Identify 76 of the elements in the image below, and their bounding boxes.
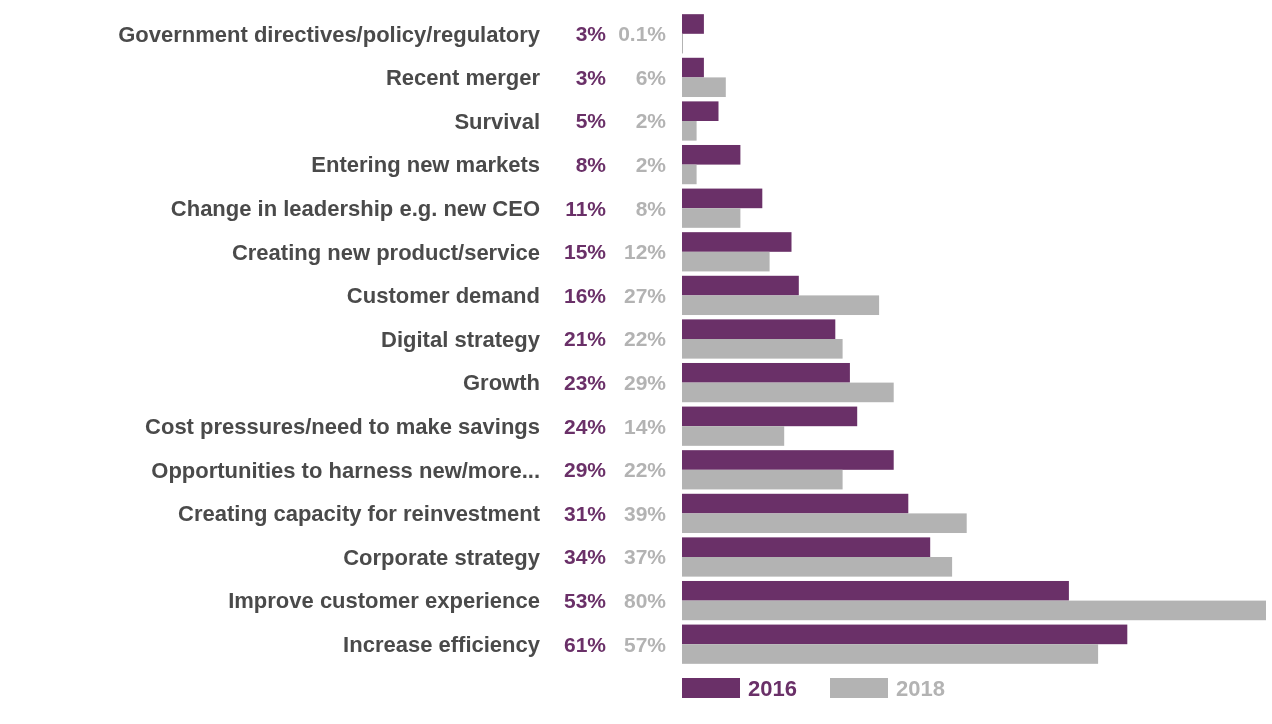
bar [682,600,1266,621]
bar [682,339,843,359]
data-label: 24% [563,414,607,438]
data-label: 6% [635,65,667,89]
data-label: 8% [575,152,607,176]
bar [682,426,785,446]
data-label: 22% [623,458,667,482]
y-tick-label: Customer demand [346,283,540,309]
bar [682,406,858,427]
data-label: 3% [575,65,607,89]
data-label: 37% [623,545,667,569]
bar [682,14,704,34]
y-tick-label: Increase efficiency [343,631,541,657]
data-label: 31% [563,501,607,525]
y-tick-label: Digital strategy [381,326,541,352]
legend-label: 2016 [748,675,797,701]
data-label: 0.1% [618,22,667,46]
data-label: 53% [563,588,607,612]
y-tick-label: Recent merger [385,65,541,91]
data-label: 39% [623,501,667,525]
bar [682,121,697,141]
bar [682,493,909,514]
bar [682,382,894,403]
y-tick-label: Creating new product/service [231,239,540,265]
data-label: 8% [635,196,667,220]
data-label: 15% [563,240,607,264]
data-label: 11% [565,196,607,220]
y-tick-label: Improve customer experience [228,588,540,614]
y-tick-label: Growth [463,370,540,396]
y-tick-label: Change in leadership e.g. new CEO [170,195,540,221]
bar [682,580,1069,601]
bar [682,164,697,185]
y-tick-label: Entering new markets [311,152,540,178]
y-tick-label: Opportunities to harness new/more... [151,457,540,483]
bar [682,537,931,557]
bar [682,362,850,383]
bar [682,450,894,470]
data-label: 27% [623,283,667,307]
bar [682,295,880,316]
bar [682,101,719,121]
y-tick-label: Creating capacity for reinvestment [178,501,541,527]
data-label: 14% [623,414,667,438]
data-label: 29% [563,458,607,482]
data-label: 16% [563,283,607,307]
data-label: 5% [575,109,607,133]
data-label: 2% [635,152,667,176]
data-label: 61% [563,632,607,656]
data-label: 23% [563,370,607,394]
bar [682,644,1099,664]
bar [682,275,799,296]
data-label: 34% [563,545,607,569]
data-label: 80% [623,588,667,612]
data-label: 12% [623,240,667,264]
bar [682,208,741,228]
bar [682,557,953,577]
y-tick-label: Survival [454,108,540,134]
data-label: 21% [563,327,607,351]
data-label: 2% [635,109,667,133]
data-label: 3% [575,22,607,46]
bar [682,77,726,98]
bar [682,469,843,490]
bar [682,188,763,209]
bar [682,232,792,252]
data-label: 22% [623,327,667,351]
y-tick-label: Government directives/policy/regulatory [118,21,541,47]
data-label: 57% [623,632,667,656]
legend-label: 2018 [896,675,945,701]
bar [682,513,967,534]
bar [682,624,1128,645]
y-tick-label: Cost pressures/need to make savings [145,413,540,439]
bar [682,251,770,272]
y-tick-label: Corporate strategy [343,544,541,570]
bar [682,57,704,78]
bar [682,144,741,165]
bar [682,319,836,339]
data-label: 29% [623,370,667,394]
